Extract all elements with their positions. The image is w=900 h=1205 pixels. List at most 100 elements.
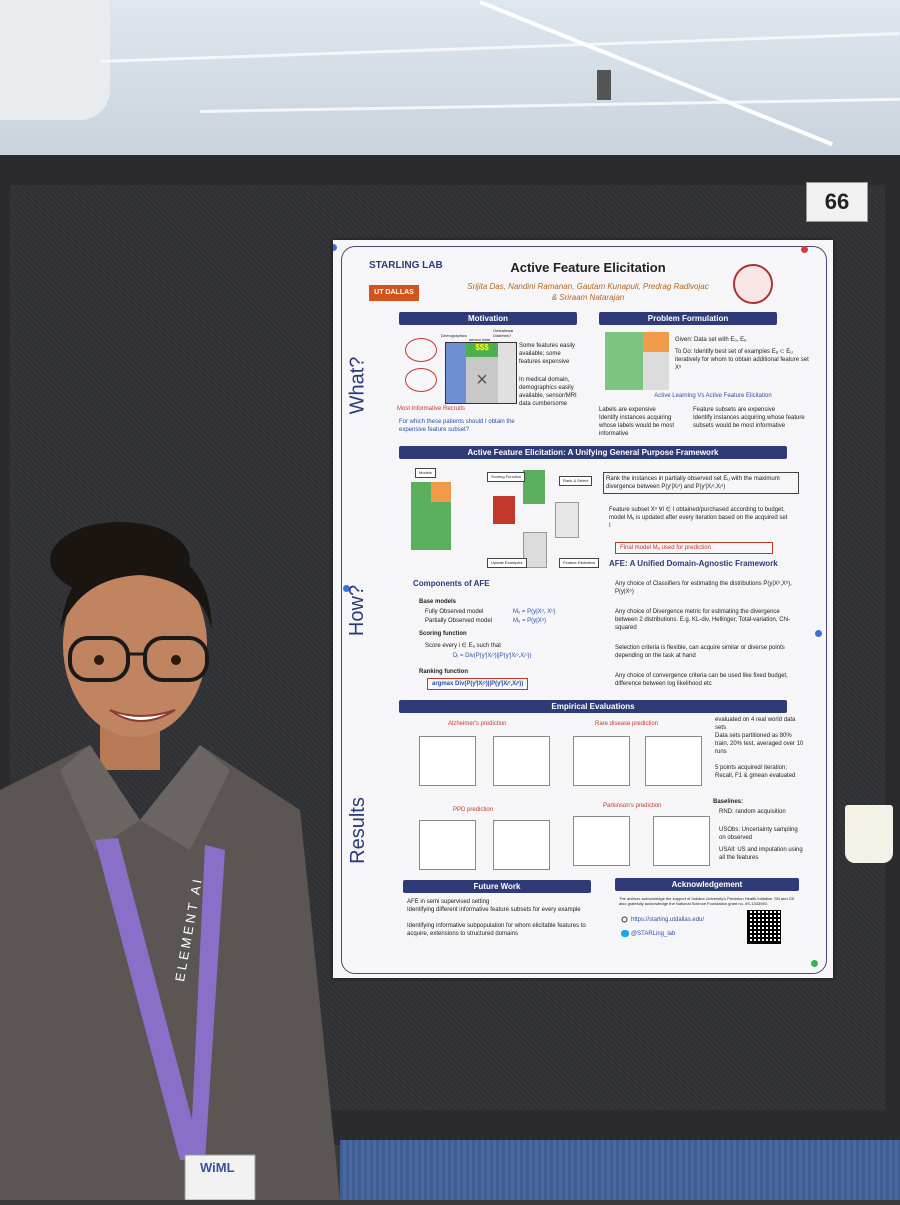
agnostic-bullet: Any choice of convergence criteria can b… — [615, 673, 788, 687]
board-number-sign: 66 — [806, 182, 868, 222]
motivation-bullet: Some features easily available; some fea… — [519, 343, 576, 365]
framework-subset-text: Feature subset Xᵘ ∀i ∈ I obtained/purcha… — [609, 507, 788, 529]
side-label-how: How? — [346, 584, 369, 636]
baselines-title: Baselines: — [713, 799, 744, 805]
results-plot — [493, 820, 550, 870]
framework-box-elicitation: Feature Elicitation — [559, 558, 600, 568]
components-base-models: Base models — [419, 599, 457, 605]
agnostic-bullet: Any choice of Divergence metric for esti… — [615, 609, 791, 631]
empirical-note: Data sets partitioned as 80% train, 20% … — [715, 733, 804, 755]
future-work-header: Future Work — [403, 880, 591, 893]
framework-rank-text: Rank the instances in partially observed… — [603, 472, 799, 494]
acknowledgement-text: The authors acknowledge the support of I… — [619, 896, 795, 906]
recruits-caption: Most Informative Recruits — [397, 406, 466, 412]
agnostic-bullet: Selection criteria is flexible, can acqu… — [615, 645, 785, 659]
ceiling-beam — [99, 32, 900, 63]
framework-box-models: Models — [415, 468, 436, 478]
push-pin — [811, 960, 818, 967]
push-pin — [343, 585, 350, 592]
lab-logo: STARLING LAB — [369, 260, 443, 271]
poster-title: Active Feature Elicitation — [510, 260, 666, 275]
lab-twitter-handle[interactable]: @STARLing_lab — [631, 931, 676, 937]
plot-title-rare-disease: Rare disease prediction — [595, 721, 659, 727]
results-plot — [645, 736, 702, 786]
motivation-question: For which these patients should I obtain… — [399, 419, 515, 433]
research-poster: STARLING LAB Active Feature Elicitation … — [333, 240, 833, 978]
agnostic-bullet: Any choice of Classifiers for estimating… — [615, 581, 792, 595]
ceiling — [0, 0, 900, 160]
poster-authors: Srijita Das, Nandini Ramanan, Gautam Kun… — [467, 282, 709, 291]
results-plot — [419, 736, 476, 786]
ceiling-camera — [597, 70, 611, 100]
framework-box-rank: Rank & Select — [559, 476, 593, 486]
plot-title-parkinsons: Parkinson's prediction — [603, 803, 662, 809]
qr-code-icon — [747, 910, 781, 944]
components-score-text: Score every i ∈ Eᵤ such that — [425, 643, 501, 649]
problem-left-bullet: Identify instances acquiring whose label… — [599, 415, 675, 437]
name-badge: WiML — [200, 1160, 235, 1175]
ceiling-light-strip — [479, 0, 834, 147]
future-work-bullet: Identifying different informative featur… — [407, 907, 581, 913]
side-label-results: Results — [346, 796, 369, 864]
link-icon — [621, 916, 628, 923]
components-fully-eq: Mₒ = P(y|Xᵒ, Xᵘ) — [513, 609, 556, 615]
ut-dallas-logo: UT DALLAS — [369, 285, 419, 301]
problem-matrix — [605, 332, 669, 390]
empirical-note: 5 points acquired/ iteration; Recall, F1… — [715, 765, 796, 779]
results-plot — [573, 736, 630, 786]
push-pin — [801, 246, 808, 253]
framework-final-model: Final model Mₐ used for prediction — [615, 542, 773, 554]
problem-right-bullet: Feature subsets are expensive — [693, 407, 776, 413]
motivation-bullet: In medical domain, demographics easily a… — [519, 377, 577, 407]
baseline-item: USObs: Uncertainty sampling on observed — [719, 827, 798, 841]
twitter-icon — [621, 930, 629, 937]
poster-authors-last: & Sriraam Natarajan — [551, 293, 625, 302]
plot-title-alzheimers: Alzheimer's prediction — [448, 721, 507, 727]
future-work-bullet: Identifying informative subpopulation fo… — [407, 923, 586, 937]
ceiling-speaker — [0, 0, 110, 120]
components-fully: Fully Observed model — [425, 609, 484, 615]
poster-border — [341, 246, 827, 974]
components-partially-eq: Mᵤ = P(y|Xᵒ) — [513, 618, 546, 624]
components-scoring: Scoring function — [419, 631, 467, 637]
baseline-item: USAll: US and imputation using all the f… — [719, 847, 803, 861]
results-plot — [493, 736, 550, 786]
baseline-item: RND: random acquisition — [719, 809, 786, 815]
components-score-eq: Dᵢ = Div(P(yⁱ|Xᵢᵒ)||P(yⁱ|Xᵢᵒ,Xᵢᵘ)) — [453, 653, 532, 659]
results-plot — [419, 820, 476, 870]
ceiling-beam — [199, 97, 900, 113]
plot-title-ppd: PPD prediction — [453, 807, 494, 813]
results-plot — [653, 816, 710, 866]
components-ranking-eq: argmax Div(P(yⁱ|Xᵢᵒ)||P(yⁱ|Xᵢᵒ,Xᵢᵘ)) — [427, 678, 529, 690]
university-seal-icon — [733, 264, 773, 304]
matrix-label-diabetes: Gestational Diabetes? — [493, 328, 514, 338]
matrix-label-sensor: sensor data — [469, 337, 490, 342]
problem-left-bullet: Labels are expensive — [599, 407, 656, 413]
problem-compare-title: Active Learning Vs Active Feature Elicit… — [654, 393, 772, 399]
acknowledgement-header: Acknowledgement — [615, 878, 799, 891]
floor — [340, 1140, 900, 1200]
patients-illustration — [401, 332, 447, 402]
missing-data-x-icon: × — [466, 357, 498, 403]
framework-box-scoring: Scoring Function — [487, 472, 526, 482]
money-label: $$$ — [466, 343, 498, 357]
paper-cup — [845, 805, 893, 863]
components-header: Components of AFE — [413, 579, 490, 588]
problem-header: Problem Formulation — [599, 312, 777, 325]
presenter: ELEMENT AI WiML — [0, 520, 340, 1201]
empirical-header: Empirical Evaluations — [399, 700, 787, 713]
motivation-header: Motivation — [399, 312, 577, 325]
framework-box-update: Update Examples — [487, 558, 527, 568]
feature-matrix: $$$ × — [445, 342, 517, 404]
components-ranking: Ranking function — [419, 669, 468, 675]
matrix-label-demographics: Demographics — [441, 333, 467, 338]
results-plot — [573, 816, 630, 866]
problem-todo: To Do: Identify best set of examples Eₐ … — [675, 349, 809, 371]
lab-website-link[interactable]: https://starling.utdallas.edu/ — [631, 917, 705, 923]
framework-header: Active Feature Elicitation: A Unifying G… — [399, 446, 787, 459]
framework-diagram — [403, 466, 593, 576]
push-pin — [815, 630, 822, 637]
future-work-bullet: AFE in semi supervised setting — [407, 899, 490, 905]
agnostic-header: AFE: A Unified Domain-Agnostic Framework — [609, 559, 778, 568]
problem-right-bullet: Identify instances acquiring whose featu… — [693, 415, 805, 429]
